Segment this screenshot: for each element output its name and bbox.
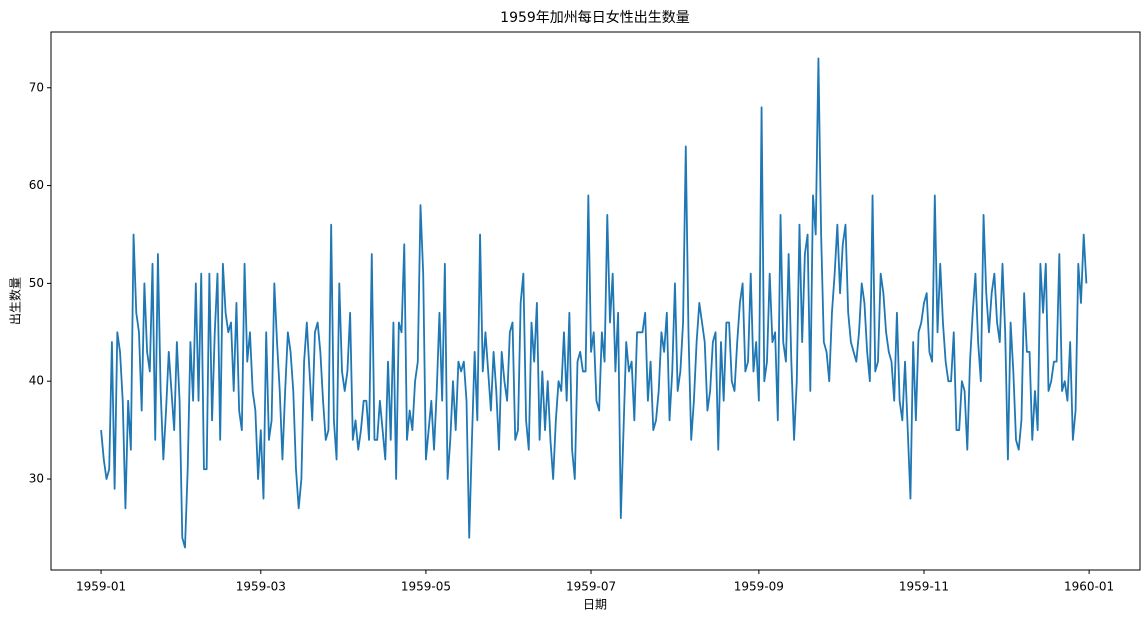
chart-title: 1959年加州每日女性出生数量 [500, 9, 690, 26]
data-line [100, 57, 1088, 549]
x-tick-label: 1959-01 [76, 580, 126, 594]
y-tick-label: 50 [29, 276, 44, 290]
x-tick-label: 1959-05 [401, 580, 451, 594]
x-tick-label: 1960-01 [1064, 580, 1114, 594]
x-tick-label: 1959-03 [236, 580, 286, 594]
plot-frame [50, 31, 1141, 571]
y-tick-label: 70 [29, 80, 44, 94]
x-axis-label: 日期 [583, 598, 607, 612]
y-tick-label: 60 [29, 178, 44, 192]
y-tick-label: 40 [29, 374, 44, 388]
y-tick-label: 30 [29, 472, 44, 486]
x-tick-label: 1959-07 [566, 580, 616, 594]
y-axis-label: 出生数量 [8, 277, 23, 325]
x-tick-label: 1959-11 [899, 580, 949, 594]
x-tick-label: 1959-09 [734, 580, 784, 594]
